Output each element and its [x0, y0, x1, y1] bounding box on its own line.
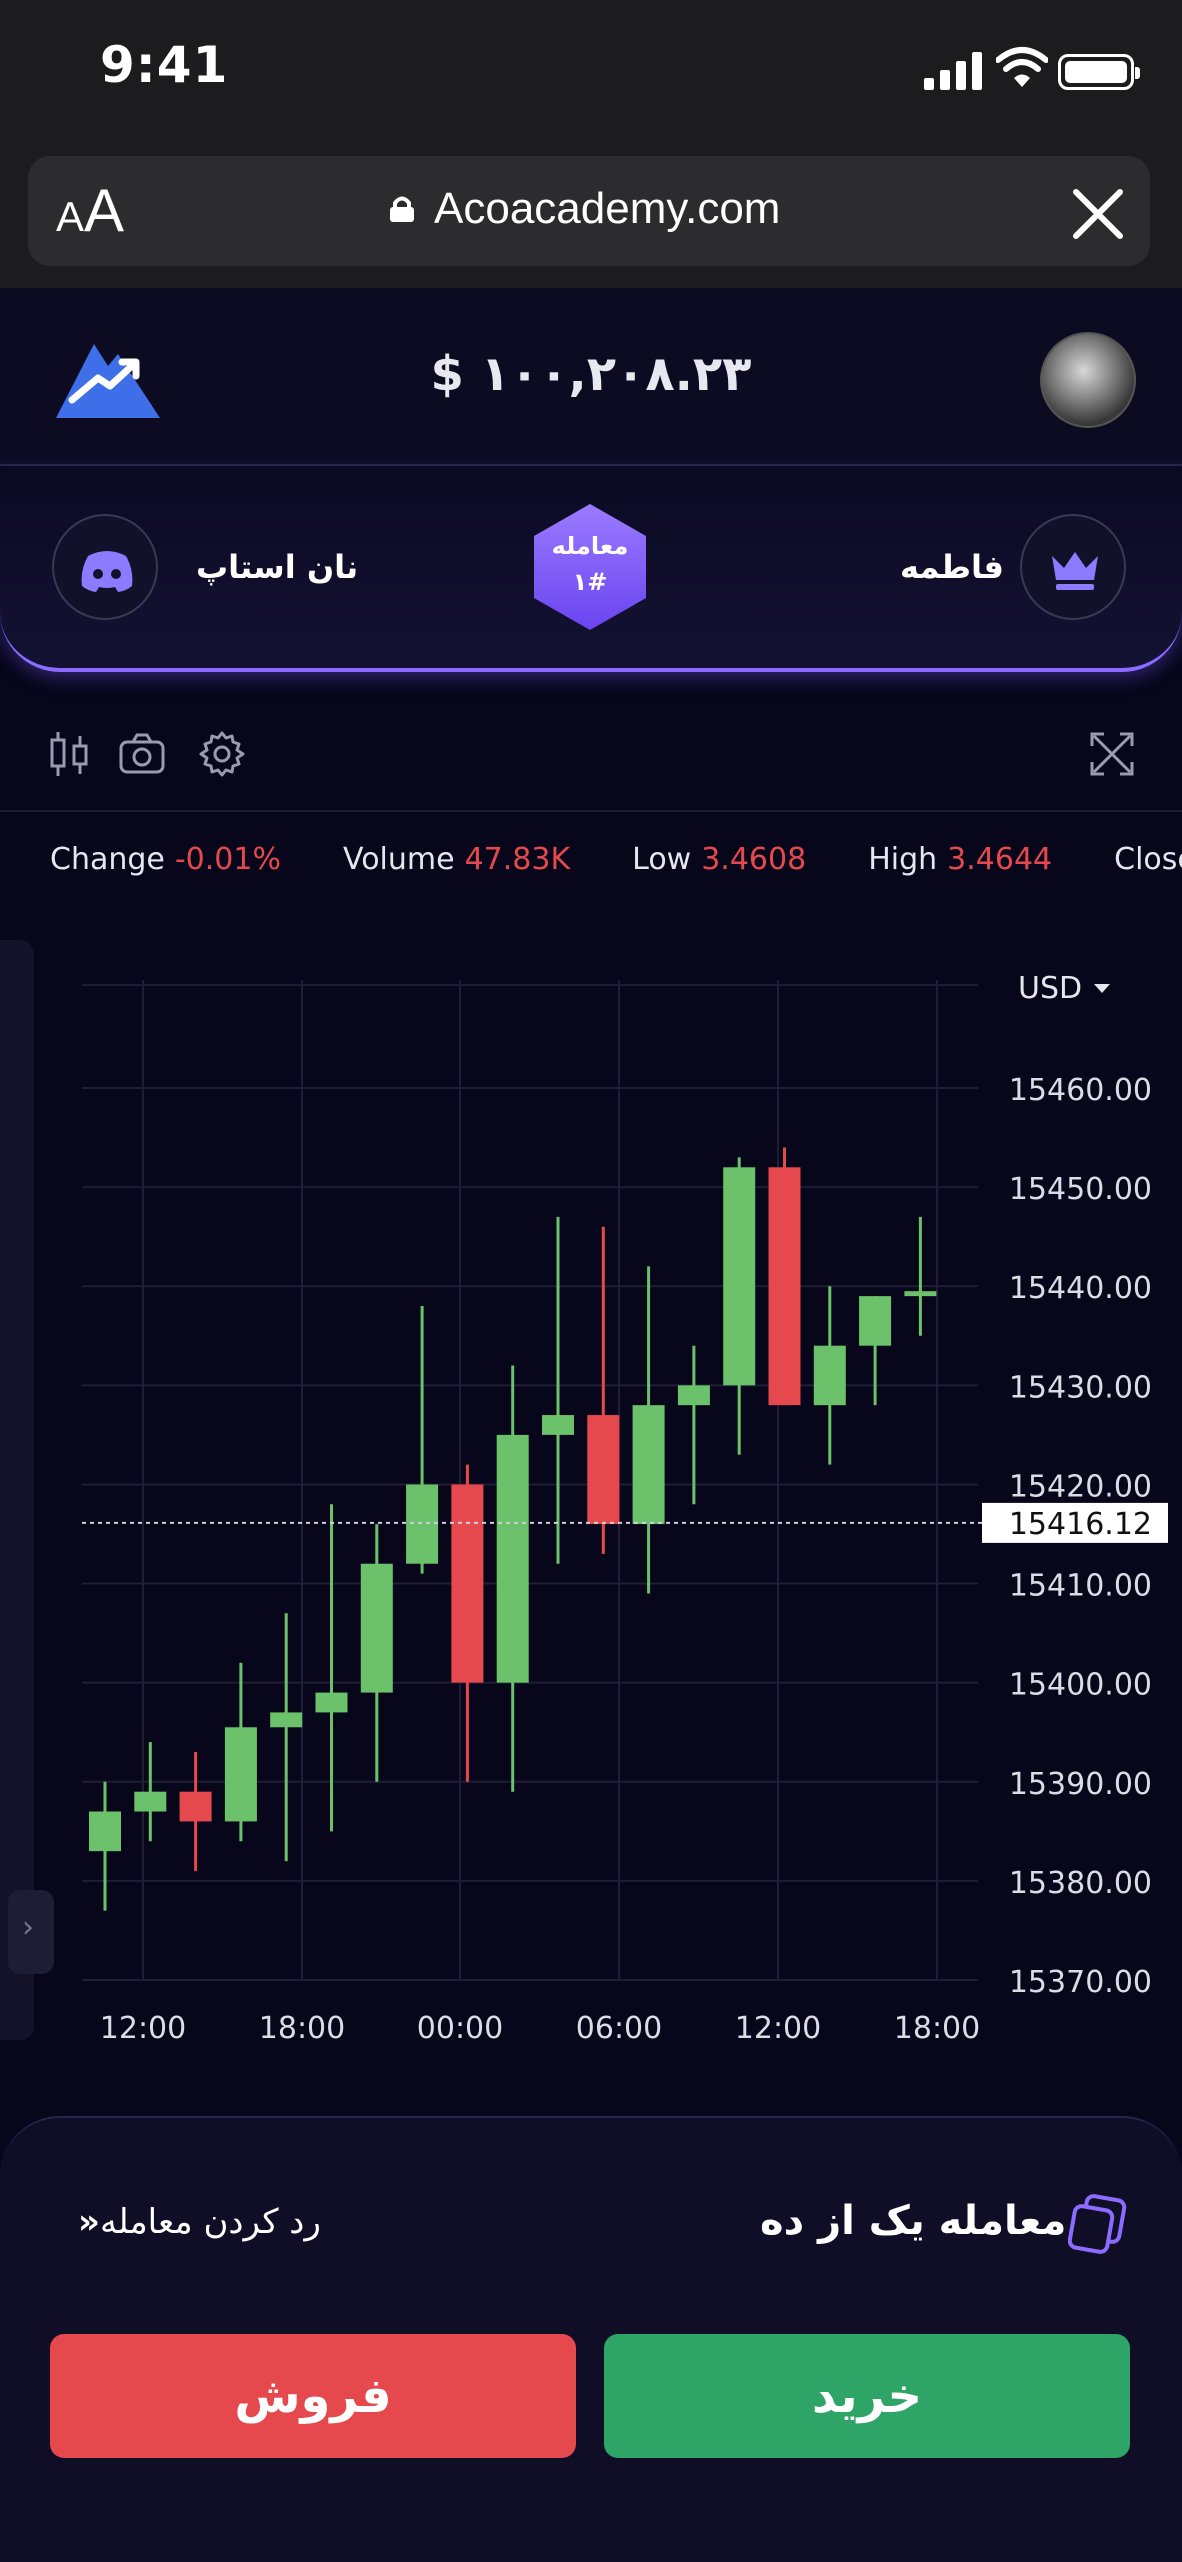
cancel-trade-label: رد کردن معامله — [99, 2202, 321, 2242]
candle-body — [270, 1712, 303, 1728]
candle-body — [134, 1791, 167, 1812]
stat-value-change: -0.01% — [174, 842, 281, 877]
cellular-signal-icon — [924, 52, 982, 90]
y-tick-label: 15430.00 — [1009, 1370, 1152, 1405]
address-bar[interactable] — [28, 156, 1150, 266]
battery-icon — [1058, 54, 1140, 90]
stat-label-change: Change — [50, 842, 165, 877]
url-text[interactable]: Acoacademy.com — [434, 184, 781, 233]
trade-count-label: معامله یک از ده — [760, 2198, 1067, 2244]
lock-icon — [390, 196, 414, 222]
stat-label-close: Close — [1114, 842, 1182, 877]
account-balance: $ ۱۰۰,۲۰۸.۲۳ — [430, 346, 752, 402]
y-tick-label: 15420.00 — [1009, 1469, 1152, 1504]
x-tick-label: 18:00 — [259, 2011, 345, 2046]
x-tick-label: 12:00 — [735, 2011, 821, 2046]
candle-body — [632, 1405, 665, 1525]
opponent-name: نان استاپ — [196, 548, 359, 586]
stat-value-volume: 47.83K — [464, 842, 571, 877]
x-tick-label: 18:00 — [894, 2011, 980, 2046]
crown-icon — [1052, 552, 1098, 590]
player-avatar[interactable] — [1020, 514, 1126, 620]
y-tick-label: 15400.00 — [1009, 1668, 1152, 1703]
fullscreen-icon[interactable] — [1088, 730, 1136, 778]
candle-body — [723, 1167, 756, 1386]
price-stats: Change -0.01% Volume 47.83K Low 3.4608 High 3.4… — [50, 842, 1182, 877]
wifi-icon — [996, 47, 1048, 87]
candle-body — [859, 1296, 892, 1346]
candle-body — [496, 1434, 529, 1683]
avatar[interactable] — [1040, 332, 1136, 428]
side-drawer — [0, 940, 34, 2040]
app-header — [0, 288, 1182, 466]
candlestick-type-icon[interactable] — [46, 730, 94, 778]
status-bar — [0, 0, 1182, 150]
y-tick-label: 15370.00 — [1009, 1965, 1152, 2000]
candle-body — [904, 1291, 937, 1297]
sell-button[interactable]: فروش — [50, 2334, 576, 2458]
buy-button[interactable]: خرید — [604, 2334, 1130, 2458]
stat-label-high: High — [868, 842, 938, 877]
y-tick-label: 15390.00 — [1009, 1767, 1152, 1802]
candle-body — [587, 1415, 620, 1525]
current-price-label: 15416.12 — [1009, 1507, 1152, 1542]
discord-icon — [81, 551, 133, 592]
chart-toolbar — [0, 700, 1182, 812]
cancel-trade-link[interactable]: رد کردن معامله« — [64, 2202, 321, 2242]
currency-label: USD — [1018, 971, 1082, 1006]
close-icon[interactable] — [1068, 184, 1128, 244]
candle-body — [451, 1484, 484, 1683]
current-price-box — [982, 1502, 1168, 1543]
status-time: 9:41 — [100, 36, 229, 94]
candle-body — [768, 1167, 801, 1406]
x-tick-label: 06:00 — [576, 2011, 662, 2046]
y-tick-label: 15440.00 — [1009, 1271, 1152, 1306]
drawer-handle[interactable]: › — [8, 1890, 54, 1974]
camera-icon[interactable] — [118, 730, 166, 778]
candle-body — [315, 1692, 348, 1713]
candle-body — [813, 1345, 846, 1406]
app-logo-icon[interactable] — [56, 334, 160, 418]
x-tick-label: 12:00 — [100, 2011, 186, 2046]
stat-label-volume: Volume — [343, 842, 455, 877]
player-name: فاطمه — [900, 548, 1004, 586]
cards-icon — [1068, 2194, 1127, 2254]
x-tick-label: 00:00 — [417, 2011, 503, 2046]
y-tick-label: 15450.00 — [1009, 1172, 1152, 1207]
candle-body — [179, 1791, 212, 1822]
stat-label-low: Low — [632, 842, 692, 877]
stat-value-low: 3.4608 — [701, 842, 807, 877]
candlestick-chart[interactable]: 15460.00 15450.00 15440.00 15430.00 15420.00… — [0, 940, 1182, 2070]
stat-value-high: 3.4644 — [947, 842, 1053, 877]
candle-body — [360, 1563, 393, 1693]
candle-body — [224, 1727, 257, 1822]
y-tick-label: 15410.00 — [1009, 1569, 1152, 1604]
double-chevron-left-icon: « — [78, 2202, 100, 2242]
candle-body — [406, 1484, 439, 1564]
trade-number-badge — [534, 504, 646, 630]
y-tick-label: 15380.00 — [1009, 1866, 1152, 1901]
y-tick-label: 15460.00 — [1009, 1073, 1152, 1108]
candle-body — [89, 1811, 121, 1852]
text-size-button[interactable]: AA — [56, 177, 125, 244]
caret-down-icon — [1094, 984, 1110, 993]
settings-icon[interactable] — [198, 730, 246, 778]
opponent-avatar[interactable] — [52, 514, 158, 620]
candle-body — [542, 1415, 574, 1435]
chevron-right-icon: › — [22, 1910, 34, 1945]
candle-body — [677, 1385, 710, 1406]
